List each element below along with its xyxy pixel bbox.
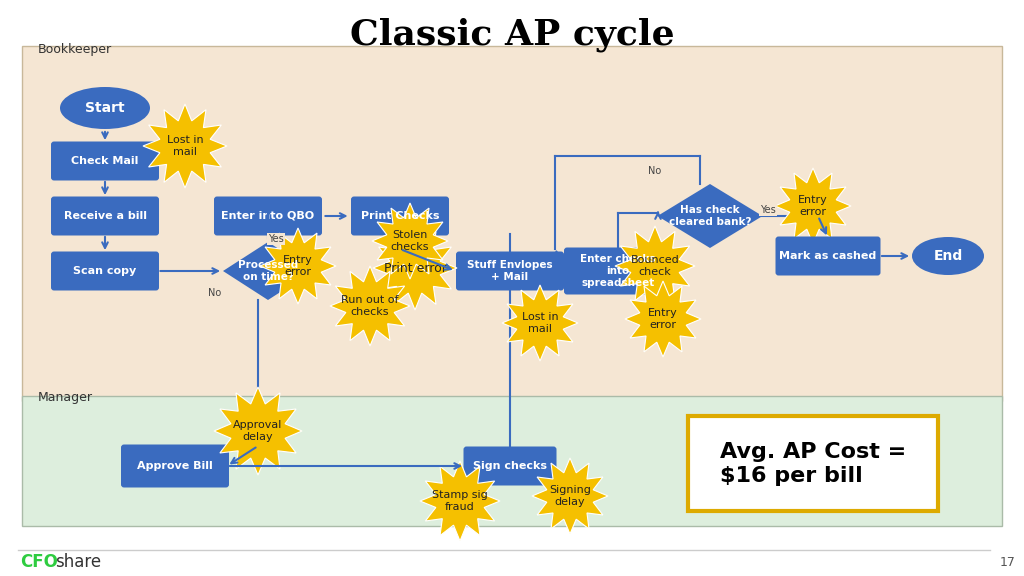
Text: Signing
delay: Signing delay [549, 485, 591, 507]
Text: Yes: Yes [268, 234, 284, 244]
Text: Approve Bill: Approve Bill [137, 461, 213, 471]
FancyBboxPatch shape [775, 237, 881, 275]
Text: Manager: Manager [38, 392, 93, 404]
Text: CFO: CFO [20, 553, 58, 571]
Text: Yes: Yes [760, 205, 776, 215]
Text: Processed
on time?: Processed on time? [238, 260, 298, 282]
Text: No: No [648, 166, 662, 176]
FancyBboxPatch shape [351, 196, 449, 236]
FancyBboxPatch shape [51, 142, 159, 180]
FancyBboxPatch shape [22, 396, 1002, 526]
Text: No: No [208, 288, 221, 298]
Text: Stuff Envlopes
+ Mail: Stuff Envlopes + Mail [467, 260, 553, 282]
Polygon shape [532, 458, 608, 534]
Polygon shape [625, 281, 701, 357]
FancyBboxPatch shape [121, 445, 229, 487]
Polygon shape [373, 226, 457, 310]
Polygon shape [502, 285, 578, 361]
Text: Lost in
mail: Lost in mail [521, 312, 558, 334]
Text: Avg. AP Cost =
$16 per bill: Avg. AP Cost = $16 per bill [720, 442, 906, 486]
FancyBboxPatch shape [564, 248, 672, 294]
Text: Print error: Print error [384, 262, 446, 275]
Ellipse shape [60, 87, 150, 129]
Polygon shape [143, 104, 227, 188]
Text: Receive a bill: Receive a bill [63, 211, 146, 221]
FancyBboxPatch shape [464, 446, 556, 486]
Text: Bounced
check: Bounced check [631, 255, 679, 277]
Text: Scan copy: Scan copy [74, 266, 136, 276]
Text: Stamp sig
fraud: Stamp sig fraud [432, 490, 487, 512]
Text: End: End [933, 249, 963, 263]
FancyBboxPatch shape [51, 196, 159, 236]
Text: share: share [55, 553, 101, 571]
Polygon shape [420, 461, 500, 541]
Polygon shape [775, 168, 851, 244]
FancyBboxPatch shape [51, 252, 159, 290]
Text: Classic AP cycle: Classic AP cycle [349, 18, 675, 52]
Text: Enter into QBO: Enter into QBO [221, 211, 314, 221]
Text: Start: Start [85, 101, 125, 115]
Text: Sign checks: Sign checks [473, 461, 547, 471]
Text: Stolen
checks: Stolen checks [391, 230, 429, 252]
FancyBboxPatch shape [688, 416, 938, 511]
Polygon shape [615, 226, 695, 306]
Text: Lost in
mail: Lost in mail [167, 135, 204, 157]
Ellipse shape [912, 237, 984, 275]
Text: Mark as cashed: Mark as cashed [779, 251, 877, 261]
FancyBboxPatch shape [22, 46, 1002, 401]
Polygon shape [372, 203, 449, 279]
Text: Has check
cleared bank?: Has check cleared bank? [669, 205, 752, 227]
Polygon shape [223, 242, 313, 300]
Text: Run out of
checks: Run out of checks [341, 295, 398, 317]
Polygon shape [214, 387, 302, 475]
Text: Approval
delay: Approval delay [233, 420, 283, 442]
Text: Enter checks
into
spreadsheet: Enter checks into spreadsheet [581, 255, 655, 287]
Text: Print Checks: Print Checks [360, 211, 439, 221]
Polygon shape [260, 228, 336, 304]
FancyBboxPatch shape [214, 196, 322, 236]
Text: Check Mail: Check Mail [72, 156, 138, 166]
Polygon shape [330, 266, 410, 346]
Polygon shape [657, 184, 763, 248]
Text: Bookkeeper: Bookkeeper [38, 44, 112, 56]
FancyBboxPatch shape [456, 252, 564, 290]
Text: 17: 17 [1000, 555, 1016, 569]
Text: Entry
error: Entry error [283, 255, 313, 277]
Text: Entry
error: Entry error [798, 195, 827, 217]
Text: Entry
error: Entry error [648, 308, 678, 330]
